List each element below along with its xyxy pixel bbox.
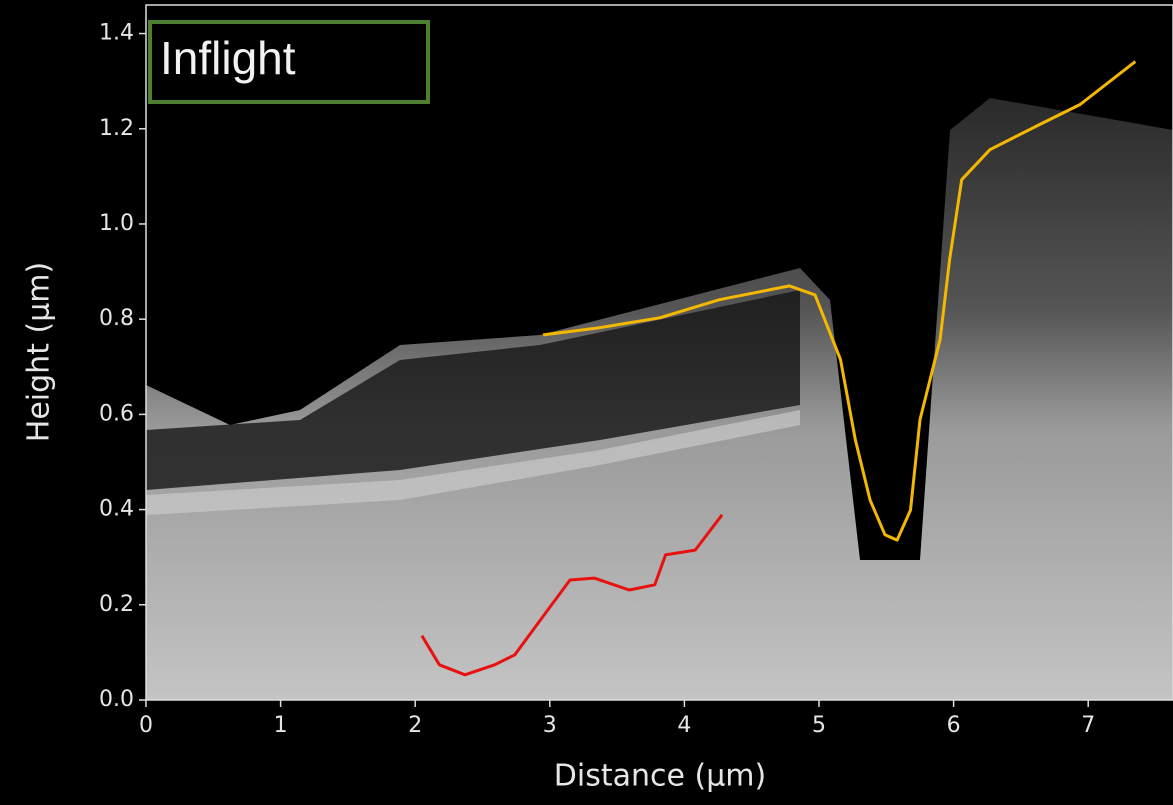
y-tick-label: 0.0: [99, 687, 134, 712]
y-tick-label: 1.4: [99, 21, 134, 46]
y-tick-label: 1.2: [99, 116, 134, 141]
chart: Inflight Distance (μm) Height (μm) 0.0 0.…: [0, 0, 1173, 805]
y-tick-label: 0.6: [99, 401, 134, 426]
annotation: Inflight: [160, 32, 296, 84]
x-tick-label: 1: [274, 713, 288, 738]
y-tick-label: 1.0: [99, 211, 134, 236]
x-tick-label: 0: [139, 713, 153, 738]
x-tick-label: 6: [947, 713, 961, 738]
y-tick-label: 0.8: [99, 306, 134, 331]
x-axis-label: Distance (μm): [554, 759, 766, 794]
x-tick-label: 3: [543, 713, 557, 738]
x-tick-label: 4: [677, 713, 691, 738]
x-tick-label: 5: [812, 713, 826, 738]
y-axis-label: Height (μm): [22, 262, 57, 442]
x-tick-label: 7: [1081, 713, 1095, 738]
y-tick-label: 0.2: [99, 592, 134, 617]
x-tick-label: 2: [408, 713, 422, 738]
y-tick-label: 0.4: [99, 497, 134, 522]
